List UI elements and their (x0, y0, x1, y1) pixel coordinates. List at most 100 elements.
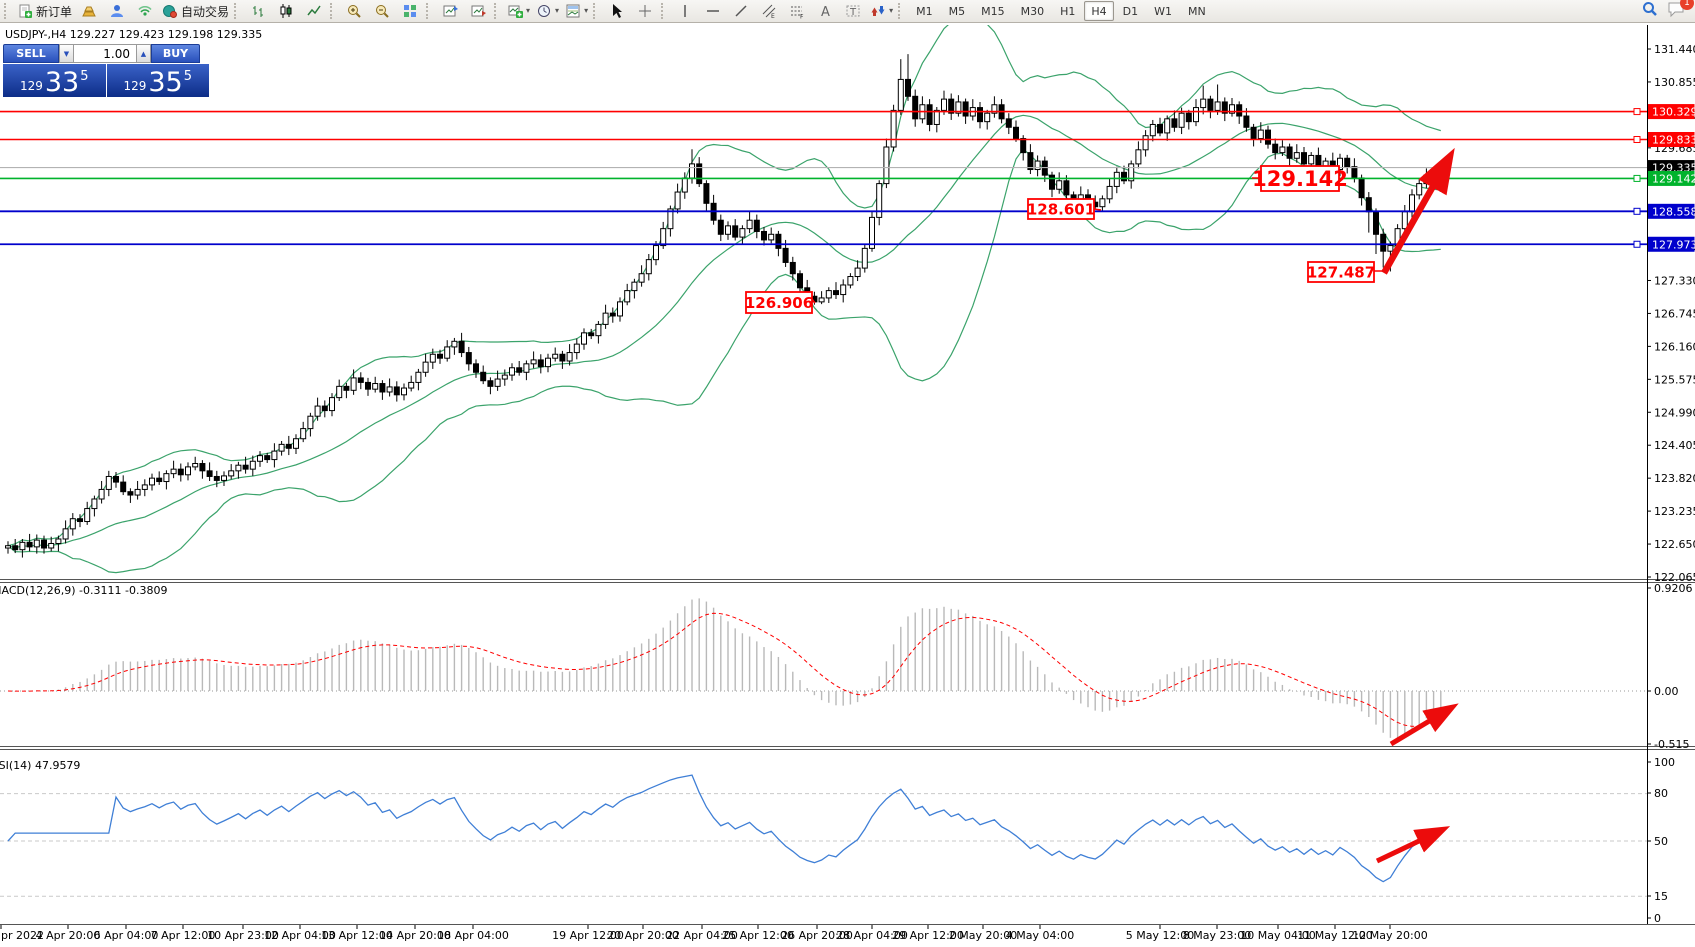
timeframe-d1[interactable]: D1 (1122, 4, 1139, 18)
cascade-windows-button[interactable] (464, 0, 492, 22)
trendline-icon (733, 3, 749, 19)
crosshair-button[interactable] (631, 0, 659, 22)
timeframe-mn[interactable]: MN (1188, 4, 1206, 18)
text-label-button[interactable]: T (839, 0, 867, 22)
bar-chart-icon (250, 3, 266, 19)
templates-button[interactable]: ▾ (562, 0, 591, 22)
bid-quote[interactable]: 129 33 5 (3, 64, 106, 97)
svg-text:128.558: 128.558 (1652, 205, 1695, 218)
clock-icon (536, 3, 552, 19)
indicators-button[interactable]: ▾ (504, 0, 533, 22)
new-order-button[interactable]: 新订单 (14, 0, 75, 22)
toolbar-grip[interactable] (330, 3, 336, 19)
svg-text:131.440: 131.440 (1654, 43, 1695, 56)
periods-button[interactable]: ▾ (533, 0, 562, 22)
toolbar-grip[interactable] (593, 3, 599, 19)
svg-text:29 Apr 12:00: 29 Apr 12:00 (892, 929, 964, 942)
svg-text:25 Apr 12:00: 25 Apr 12:00 (722, 929, 794, 942)
notification-badge: 1 (1680, 0, 1694, 10)
toolbar-grip[interactable] (234, 3, 240, 19)
vertical-line-button[interactable] (671, 0, 699, 22)
ask-big: 35 (148, 67, 183, 98)
candle-chart-button[interactable] (272, 0, 300, 22)
panel-frame (0, 25, 1695, 925)
line-chart-button[interactable] (300, 0, 328, 22)
toolbar-grip[interactable] (426, 3, 432, 19)
text-icon: A (817, 3, 833, 19)
tile-windows-button[interactable] (396, 0, 424, 22)
autotrade-icon (162, 3, 178, 19)
cursor-icon (609, 3, 625, 19)
macd-panel[interactable] (0, 598, 1647, 739)
chat-button[interactable]: 1 (1667, 0, 1694, 22)
timeframe-w1[interactable]: W1 (1154, 4, 1172, 18)
svg-text:11 May 12:00: 11 May 12:00 (1297, 929, 1372, 942)
indicators-icon (507, 3, 524, 19)
ask-quote[interactable]: 129 35 5 (106, 64, 209, 98)
svg-text:127.487: 127.487 (1307, 263, 1375, 281)
main-price-panel[interactable] (5, 14, 1444, 574)
svg-text:124.990: 124.990 (1654, 406, 1695, 419)
svg-text:10 May 04:00: 10 May 04:00 (1240, 929, 1315, 942)
timeframe-group: M1 M5 M15 M30 H1 H4 D1 W1 MN (908, 1, 1214, 21)
timeframe-h1[interactable]: H1 (1060, 4, 1076, 18)
timeframe-h4[interactable]: H4 (1084, 1, 1114, 21)
bid-sup: 5 (80, 69, 89, 84)
timeframe-m30[interactable]: M30 (1020, 4, 1045, 18)
svg-text:7 Apr 12:00: 7 Apr 12:00 (151, 929, 216, 942)
toolbar-grip[interactable] (494, 3, 500, 19)
cursor-button[interactable] (603, 0, 631, 22)
buy-button[interactable]: BUY (151, 44, 200, 63)
rsi-panel[interactable] (0, 774, 1647, 897)
svg-text:126.906: 126.906 (745, 294, 813, 312)
svg-text:100: 100 (1654, 756, 1675, 769)
autotrade-button[interactable]: 自动交易 (159, 0, 232, 22)
rsi-line (7, 774, 1442, 883)
svg-text:0: 0 (1654, 912, 1661, 925)
horizontal-levels[interactable] (0, 108, 1647, 248)
toolbar-grip[interactable] (898, 3, 904, 19)
svg-text:28 Apr 04:00: 28 Apr 04:00 (836, 929, 908, 942)
signals-button[interactable] (131, 0, 159, 22)
svg-text:129.142: 129.142 (1252, 167, 1348, 191)
svg-text:13 Apr 12:00: 13 Apr 12:00 (321, 929, 393, 942)
arrows-button[interactable]: ▾ (867, 0, 896, 22)
zoom-out-icon (374, 3, 390, 19)
new-order-icon (17, 3, 33, 19)
bid-big: 33 (44, 67, 80, 98)
callout-128.601 (1027, 198, 1095, 220)
toolbar-grip[interactable] (661, 3, 667, 19)
channel-button[interactable]: E (755, 0, 783, 22)
text-button[interactable]: A (811, 0, 839, 22)
arrange-windows-button[interactable] (436, 0, 464, 22)
fibonacci-button[interactable]: F (783, 0, 811, 22)
volume-input[interactable] (74, 44, 136, 63)
svg-text:126.160: 126.160 (1654, 340, 1695, 353)
community-button[interactable] (103, 0, 131, 22)
sell-button[interactable]: SELL (3, 44, 59, 63)
gold-button[interactable] (75, 0, 103, 22)
svg-text:14 Apr 20:00: 14 Apr 20:00 (379, 929, 451, 942)
trendline-button[interactable] (727, 0, 755, 22)
timeframe-m1[interactable]: M1 (916, 4, 933, 18)
red-arrow (1389, 703, 1459, 747)
zoom-out-button[interactable] (368, 0, 396, 22)
svg-text:127.973: 127.973 (1652, 238, 1695, 251)
volume-down-button[interactable]: ▼ (59, 44, 74, 63)
zoom-in-button[interactable] (340, 0, 368, 22)
price-badges: 130.329129.833129.335129.142128.558127.9… (1648, 104, 1695, 252)
volume-up-button[interactable]: ▲ (136, 44, 151, 63)
timeframe-m5[interactable]: M5 (948, 4, 966, 18)
svg-text:130.329: 130.329 (1652, 106, 1695, 119)
horizontal-line-button[interactable] (699, 0, 727, 22)
svg-text:127.330: 127.330 (1654, 274, 1695, 287)
bar-chart-button[interactable] (244, 0, 272, 22)
fibonacci-icon: F (789, 3, 805, 19)
timeframe-m15[interactable]: M15 (981, 4, 1005, 18)
svg-text:F: F (800, 14, 804, 20)
price-callouts[interactable]: 126.906 128.601 129.142 127.487 (745, 165, 1388, 314)
toolbar-grip[interactable] (4, 3, 10, 19)
search-icon[interactable] (1641, 0, 1659, 22)
